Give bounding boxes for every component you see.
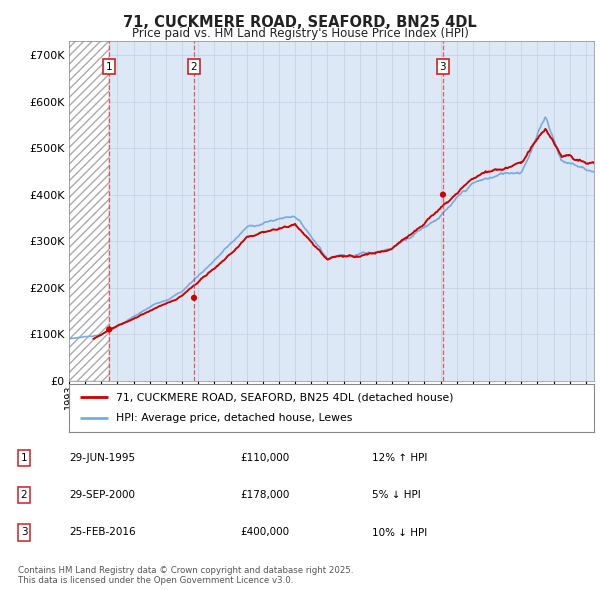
Text: 12% ↑ HPI: 12% ↑ HPI — [372, 453, 427, 463]
Text: 1: 1 — [106, 62, 113, 72]
Text: 1: 1 — [20, 453, 28, 463]
Text: 2: 2 — [20, 490, 28, 500]
Text: 3: 3 — [20, 527, 28, 537]
Text: £400,000: £400,000 — [240, 527, 289, 537]
Point — [438, 190, 448, 199]
Text: Price paid vs. HM Land Registry's House Price Index (HPI): Price paid vs. HM Land Registry's House … — [131, 27, 469, 40]
Point — [189, 293, 199, 303]
Text: 29-SEP-2000: 29-SEP-2000 — [69, 490, 135, 500]
Text: 5% ↓ HPI: 5% ↓ HPI — [372, 490, 421, 500]
Text: 71, CUCKMERE ROAD, SEAFORD, BN25 4DL: 71, CUCKMERE ROAD, SEAFORD, BN25 4DL — [123, 15, 477, 30]
Text: 10% ↓ HPI: 10% ↓ HPI — [372, 527, 427, 537]
Text: 25-FEB-2016: 25-FEB-2016 — [69, 527, 136, 537]
Text: 2: 2 — [191, 62, 197, 72]
Point — [104, 324, 114, 334]
Bar — [69, 41, 109, 381]
Text: Contains HM Land Registry data © Crown copyright and database right 2025.
This d: Contains HM Land Registry data © Crown c… — [18, 566, 353, 585]
Text: 3: 3 — [440, 62, 446, 72]
Text: HPI: Average price, detached house, Lewes: HPI: Average price, detached house, Lewe… — [116, 414, 353, 424]
Text: £178,000: £178,000 — [240, 490, 289, 500]
Text: £110,000: £110,000 — [240, 453, 289, 463]
Text: 29-JUN-1995: 29-JUN-1995 — [69, 453, 135, 463]
Text: 71, CUCKMERE ROAD, SEAFORD, BN25 4DL (detached house): 71, CUCKMERE ROAD, SEAFORD, BN25 4DL (de… — [116, 392, 454, 402]
